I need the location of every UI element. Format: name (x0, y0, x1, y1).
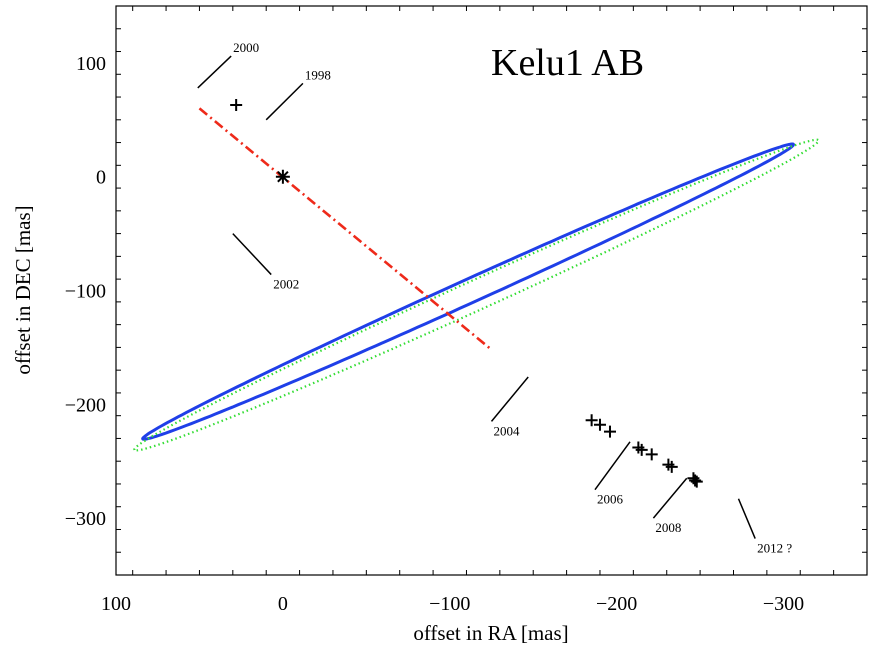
epoch-leader-line (594, 441, 631, 491)
x-tick-label: −200 (596, 593, 637, 615)
epoch-label: 2012 ? (757, 541, 792, 556)
annotations: 2000 1998 2002 2004 2006 2008 2012 ? (197, 40, 792, 556)
tick-labels: 100 0 −100 −200 −300 100 0 −100 −200 −300 (65, 53, 804, 615)
epoch-leader-line (490, 376, 529, 422)
y-tick-label: −300 (65, 508, 106, 530)
y-tick-label: −200 (65, 394, 106, 416)
y-tick-label: 0 (96, 167, 106, 189)
axis-ticks (116, 5, 868, 576)
epoch-label: 2000 (233, 40, 259, 55)
astrometry-point (593, 418, 606, 431)
primary-star-marker (275, 169, 290, 184)
y-axis-title: offset in DEC [mas] (11, 205, 35, 374)
epoch-leader-line (197, 55, 232, 89)
plot-data (133, 99, 820, 488)
orbit-dash-dot (198, 107, 493, 351)
astrometry-point (635, 443, 648, 456)
epoch-leader-line (652, 477, 688, 519)
x-tick-label: 100 (101, 593, 131, 615)
epoch-leader-line (265, 82, 304, 121)
plot-frame (115, 5, 868, 576)
astrometry-point (645, 448, 658, 461)
epoch-label: 2006 (597, 492, 624, 507)
epoch-label: 2002 (273, 277, 299, 292)
x-axis-title: offset in RA [mas] (413, 621, 568, 645)
orbit-solid (141, 142, 796, 441)
epoch-label: 2008 (655, 520, 681, 535)
epoch-leader-line (737, 498, 756, 539)
astrometry-point (689, 474, 702, 487)
y-tick-label: 100 (76, 53, 106, 75)
x-tick-label: 0 (278, 593, 288, 615)
epoch-label: 2004 (494, 423, 521, 438)
epoch-label: 1998 (305, 67, 331, 82)
x-tick-label: −100 (429, 593, 470, 615)
chart-title: Kelu1 AB (491, 42, 644, 84)
astrometry-point (603, 425, 616, 438)
epoch-leader-line (232, 233, 272, 276)
astrometry-point (230, 99, 243, 112)
astrometry-point (585, 414, 598, 427)
y-tick-label: −100 (65, 281, 106, 303)
astrometry-point (690, 475, 703, 488)
x-tick-label: −300 (763, 593, 804, 615)
astrometry-point (665, 460, 678, 473)
